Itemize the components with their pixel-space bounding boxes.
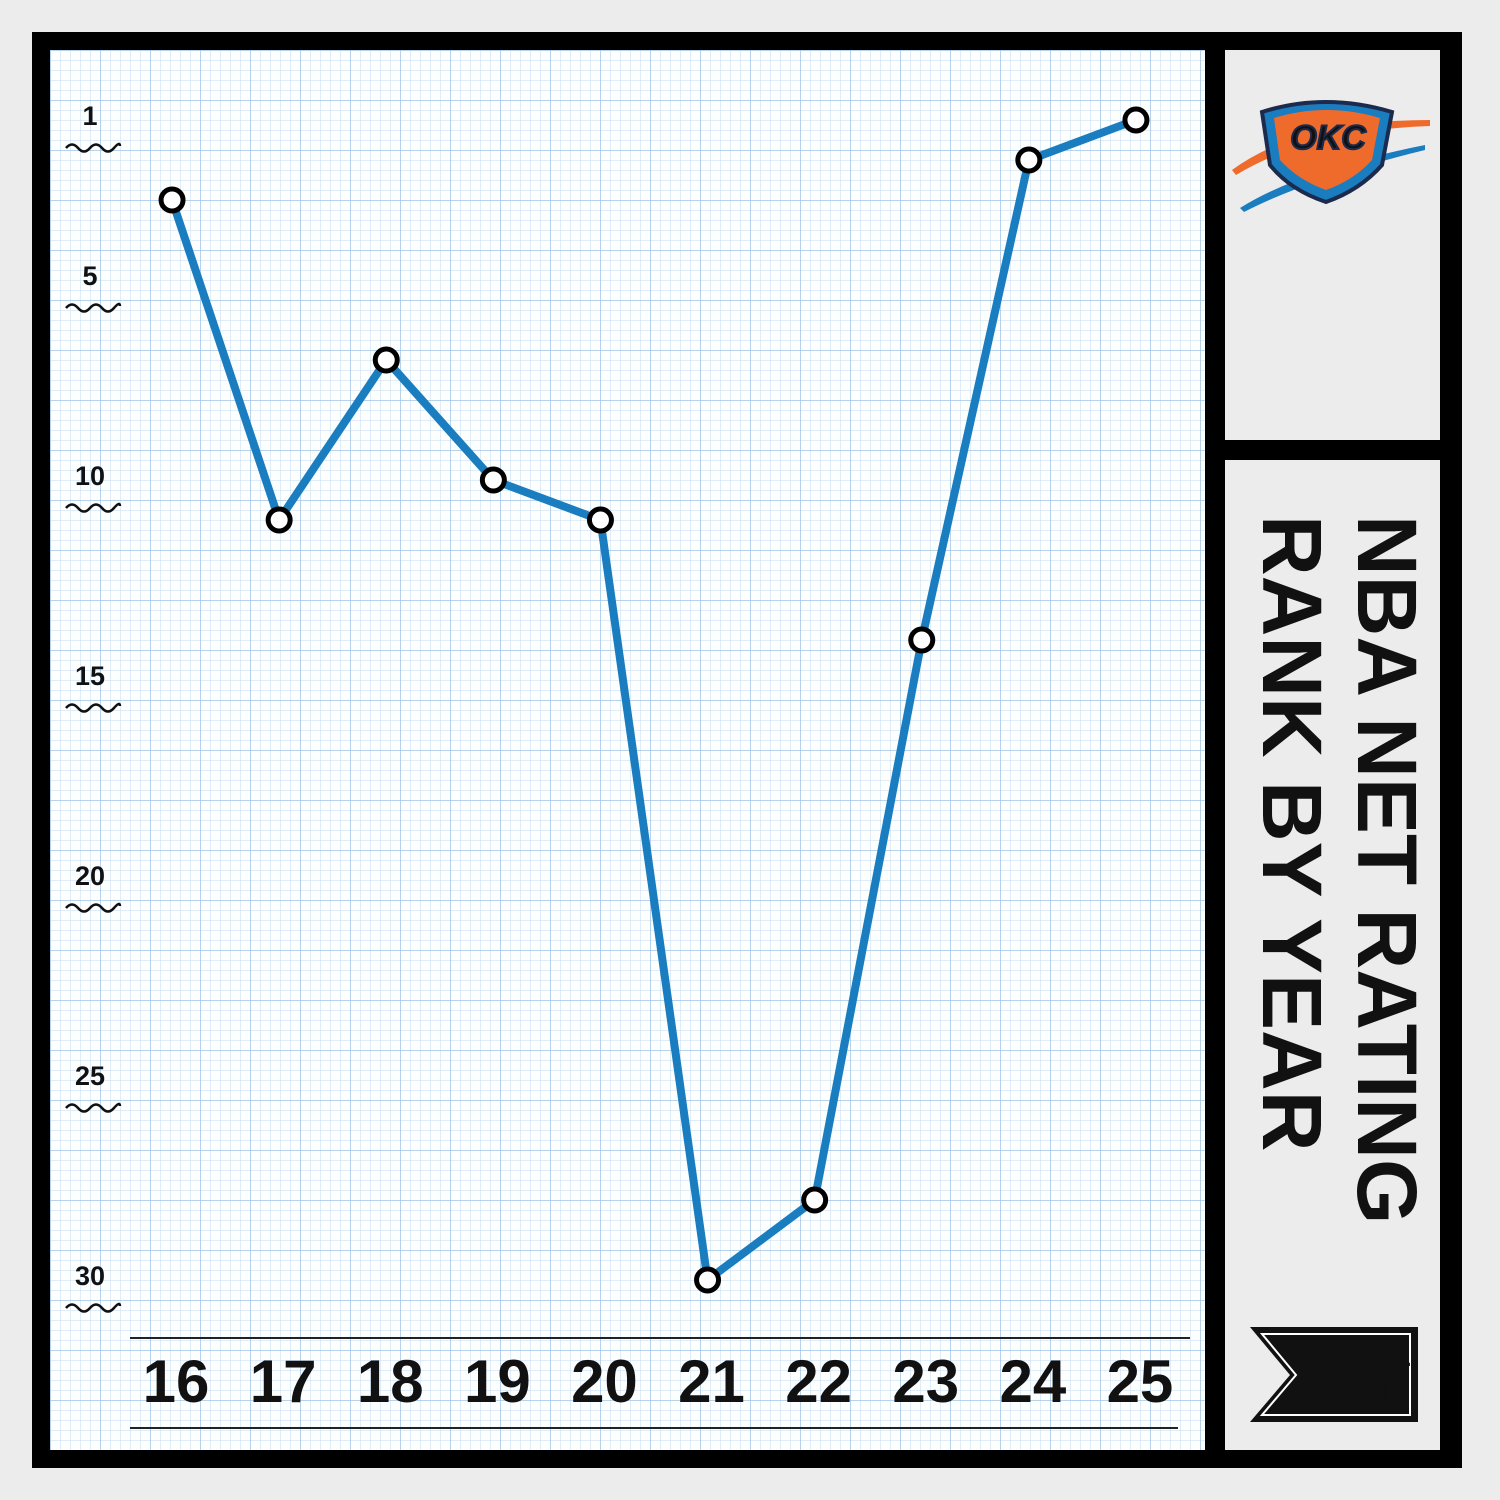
tick-mark bbox=[65, 302, 122, 313]
x-tick-label: 21 bbox=[678, 1348, 745, 1415]
data-point bbox=[265, 506, 293, 534]
grid-paper bbox=[50, 50, 1205, 1450]
x-tick-label: 16 bbox=[143, 1348, 210, 1415]
data-point bbox=[801, 1186, 829, 1214]
team-logo-text: OKC bbox=[1290, 119, 1366, 157]
y-tick-label: 1 bbox=[82, 101, 97, 131]
x-tick-label: 23 bbox=[892, 1348, 959, 1415]
tick-mark bbox=[65, 1102, 122, 1113]
data-point bbox=[694, 1266, 722, 1294]
x-tick-label: 20 bbox=[571, 1348, 638, 1415]
brand-logo-text: GM. bbox=[1342, 1375, 1399, 1408]
y-tick-label: 20 bbox=[75, 861, 105, 891]
brand-logo-text: REAL bbox=[1329, 1340, 1411, 1373]
title-panel bbox=[1225, 460, 1440, 1450]
tick-mark bbox=[65, 702, 122, 713]
tick-mark bbox=[65, 142, 122, 153]
y-tick-label: 25 bbox=[75, 1061, 105, 1091]
data-point bbox=[908, 626, 936, 654]
tick-mark bbox=[65, 502, 122, 513]
data-point bbox=[158, 186, 186, 214]
y-tick-label: 5 bbox=[82, 261, 97, 291]
data-line bbox=[168, 116, 1138, 1284]
x-tick-label: 22 bbox=[785, 1348, 852, 1415]
y-tick-label: 10 bbox=[75, 461, 105, 491]
x-tick-label: 24 bbox=[999, 1348, 1066, 1415]
tick-mark bbox=[65, 902, 122, 913]
tick-mark bbox=[65, 1302, 122, 1313]
brand-logo: REAL GM. bbox=[1250, 1327, 1418, 1422]
data-point bbox=[586, 506, 614, 534]
x-tick-label: 19 bbox=[464, 1348, 531, 1415]
y-tick-label: 30 bbox=[75, 1261, 105, 1291]
x-tick-label: 25 bbox=[1107, 1348, 1174, 1415]
data-point bbox=[372, 346, 400, 374]
data-point bbox=[1015, 146, 1043, 174]
data-point bbox=[479, 466, 507, 494]
chart-title: RANK BY YEAR bbox=[1245, 515, 1339, 1151]
data-point bbox=[1122, 106, 1150, 134]
x-tick-label: 17 bbox=[250, 1348, 317, 1415]
x-tick-label: 18 bbox=[357, 1348, 424, 1415]
y-tick-label: 15 bbox=[75, 661, 105, 691]
chart-title: NBA NET RATING bbox=[1340, 515, 1434, 1224]
team-logo: OKC bbox=[1232, 100, 1430, 212]
